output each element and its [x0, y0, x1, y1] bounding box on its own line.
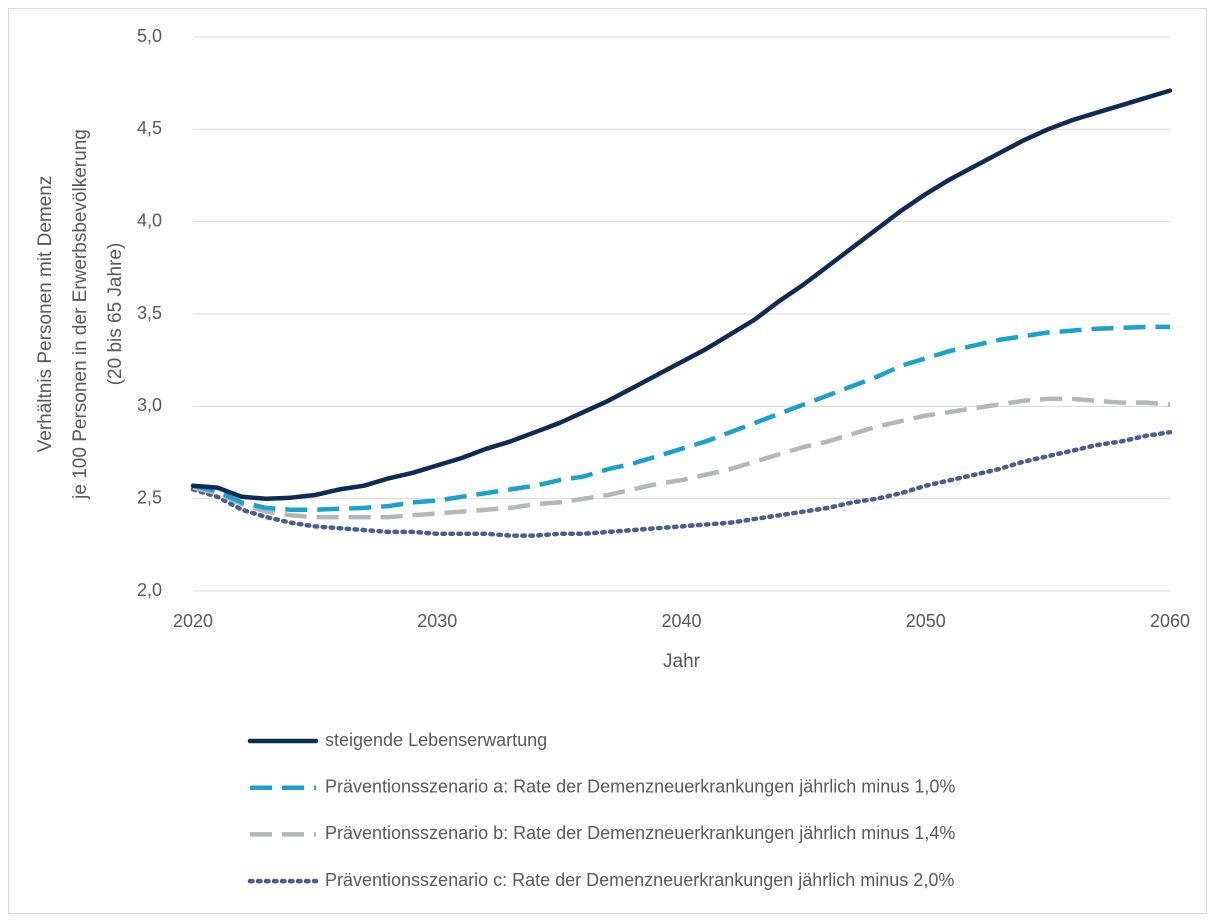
y-tick-label: 2,5 [137, 487, 162, 507]
x-axis-label: Jahr [663, 651, 701, 672]
y-tick-label: 3,0 [137, 395, 162, 415]
x-tick-label: 2040 [661, 611, 701, 631]
x-tick-label: 2030 [417, 611, 457, 631]
y-tick-label: 5,0 [137, 26, 162, 46]
y-tick-label: 2,0 [137, 580, 162, 600]
legend-label: steigende Lebenserwartung [325, 730, 547, 750]
y-tick-label: 3,5 [137, 303, 162, 323]
y-tick-label: 4,5 [137, 118, 162, 138]
y-axis-label: je 100 Personen in der Erwerbsbevölkerun… [70, 129, 91, 500]
x-tick-label: 2050 [906, 611, 946, 631]
series-line [192, 396, 1171, 520]
y-axis-label: Verhältnis Personen mit Demenz [35, 176, 56, 453]
y-tick-label: 4,0 [137, 210, 162, 230]
series-line [190, 88, 1173, 501]
y-axis-label: (20 bis 65 Jahre) [105, 243, 126, 386]
legend-label: Präventionsszenario b: Rate der Demenzne… [325, 823, 955, 843]
legend-label: Präventionsszenario a: Rate der Demenzne… [325, 776, 955, 796]
x-tick-label: 2020 [173, 611, 213, 631]
series-line [192, 324, 1170, 512]
x-tick-label: 2060 [1150, 611, 1190, 631]
chart-border [8, 8, 1207, 914]
legend-label: Präventionsszenario c: Rate der Demenzne… [325, 870, 954, 890]
series-line [190, 429, 1173, 538]
